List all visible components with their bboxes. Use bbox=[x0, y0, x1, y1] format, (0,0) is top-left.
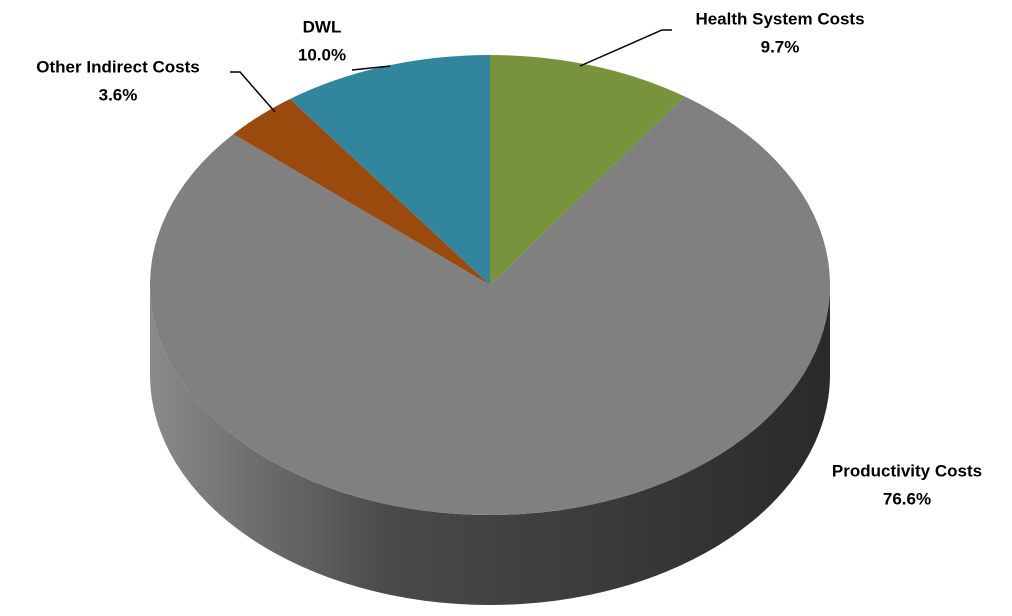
slice-label: DWL bbox=[303, 17, 342, 36]
value-label: 76.6% bbox=[883, 489, 931, 508]
pie-slice bbox=[289, 54, 490, 285]
slice-label: Other Indirect Costs bbox=[36, 57, 199, 76]
value-label: 9.7% bbox=[761, 37, 800, 56]
slice-label: Productivity Costs bbox=[832, 461, 982, 480]
leader-line bbox=[579, 29, 672, 67]
slice-label: Health System Costs bbox=[695, 9, 864, 28]
pie-side bbox=[150, 285, 830, 605]
leader-line bbox=[351, 65, 391, 71]
pie-slice bbox=[233, 99, 490, 285]
pie-slice bbox=[490, 55, 685, 285]
leader-line bbox=[230, 71, 276, 113]
value-label: 10.0% bbox=[298, 45, 346, 64]
value-label: 3.6% bbox=[99, 85, 138, 104]
pie-slice bbox=[149, 96, 831, 515]
